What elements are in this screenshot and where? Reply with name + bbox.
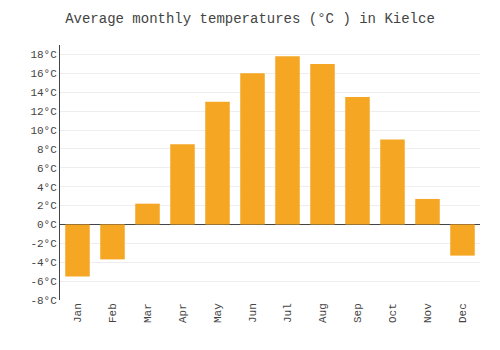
svg-text:Nov: Nov — [422, 303, 434, 323]
svg-text:-6°C: -6°C — [30, 276, 57, 288]
svg-text:16°C: 16°C — [30, 68, 57, 80]
svg-text:Oct: Oct — [387, 303, 399, 323]
svg-text:Jul: Jul — [282, 303, 294, 323]
svg-text:4°C: 4°C — [37, 182, 57, 194]
svg-text:18°C: 18°C — [30, 49, 57, 61]
svg-text:Dec: Dec — [457, 303, 469, 323]
svg-text:10°C: 10°C — [30, 125, 57, 137]
svg-text:Average monthly temperatures (: Average monthly temperatures (°C ) in Ki… — [65, 11, 435, 27]
svg-text:0°C: 0°C — [37, 219, 57, 231]
svg-text:Jan: Jan — [72, 303, 84, 323]
svg-text:8°C: 8°C — [37, 144, 57, 156]
svg-text:-4°C: -4°C — [30, 257, 57, 269]
svg-text:Mar: Mar — [142, 303, 154, 323]
svg-text:May: May — [212, 303, 224, 323]
svg-text:2°C: 2°C — [37, 200, 57, 212]
svg-text:-2°C: -2°C — [30, 238, 57, 250]
svg-text:14°C: 14°C — [30, 87, 57, 99]
svg-text:Jun: Jun — [247, 303, 259, 323]
svg-text:12°C: 12°C — [30, 106, 57, 118]
svg-text:Feb: Feb — [107, 303, 119, 323]
svg-text:-8°C: -8°C — [30, 295, 57, 307]
svg-text:Sep: Sep — [352, 303, 364, 323]
svg-text:Apr: Apr — [177, 303, 189, 323]
svg-text:Aug: Aug — [317, 303, 329, 323]
svg-text:6°C: 6°C — [37, 163, 57, 175]
